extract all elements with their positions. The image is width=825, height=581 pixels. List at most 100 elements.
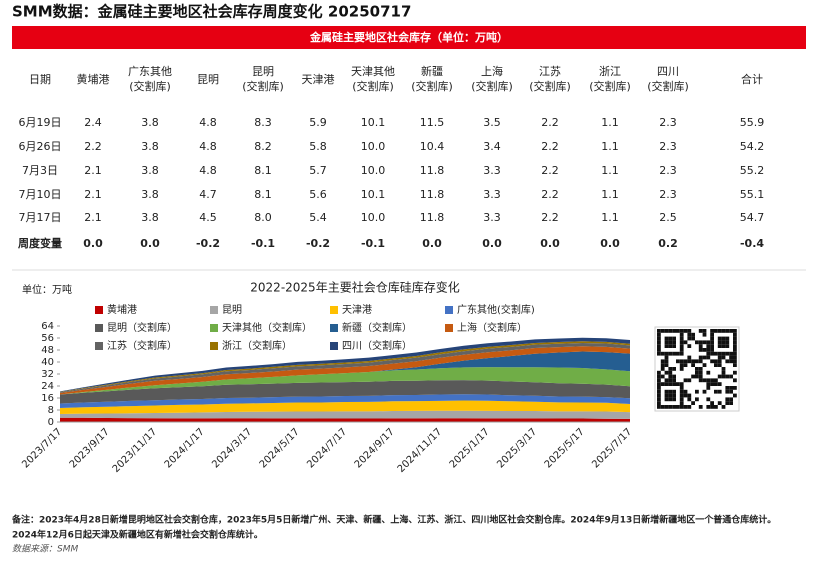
qr-cell bbox=[691, 359, 695, 364]
legend-label: 昆明 bbox=[222, 304, 242, 316]
table-cell: -0.1 bbox=[251, 237, 275, 250]
legend-swatch bbox=[330, 324, 338, 332]
qr-cell bbox=[733, 359, 737, 364]
qr-cell bbox=[721, 340, 726, 345]
table-cell: 2.3 bbox=[659, 116, 677, 129]
qr-cell bbox=[698, 359, 703, 364]
qr-cell bbox=[710, 332, 714, 337]
qr-cell bbox=[672, 367, 676, 371]
qr-cell bbox=[679, 405, 684, 409]
qr-cell bbox=[717, 382, 722, 386]
qr-cell bbox=[695, 359, 699, 364]
qr-cell bbox=[714, 363, 718, 367]
qr-cell bbox=[717, 344, 722, 348]
y-tick-label: 48 bbox=[41, 345, 54, 356]
y-tick-label: 40 bbox=[41, 357, 54, 368]
qr-cell bbox=[729, 374, 733, 379]
qr-cell bbox=[721, 344, 726, 348]
qr-cell bbox=[695, 370, 699, 375]
qr-cell bbox=[657, 401, 661, 405]
qr-cell bbox=[657, 386, 661, 390]
qr-cell bbox=[714, 351, 718, 356]
table-cell: 10.0 bbox=[361, 140, 386, 153]
qr-cell bbox=[714, 329, 718, 333]
legend-label: 黄埔港 bbox=[107, 303, 137, 316]
qr-cell bbox=[687, 336, 692, 341]
qr-cell bbox=[687, 378, 692, 383]
table-cell: 3.3 bbox=[483, 164, 501, 177]
qr-cell bbox=[717, 363, 722, 367]
area bbox=[60, 400, 630, 415]
legend-swatch bbox=[330, 342, 338, 350]
table-cell: 0.0 bbox=[540, 237, 560, 250]
qr-cell bbox=[702, 355, 707, 360]
table-cell: 1.1 bbox=[601, 188, 619, 201]
qr-cell bbox=[687, 332, 692, 337]
qr-cell bbox=[710, 344, 714, 348]
qr-cell bbox=[676, 405, 680, 409]
table-cell: 5.4 bbox=[309, 211, 327, 224]
table-cell: 1.1 bbox=[601, 116, 619, 129]
qr-cell bbox=[706, 340, 711, 345]
qr-cell bbox=[657, 397, 661, 402]
qr-cell bbox=[717, 351, 722, 356]
unit-label: 单位：万吨 bbox=[22, 283, 72, 296]
table-cell: 55.1 bbox=[740, 188, 765, 201]
table-cell: 5.8 bbox=[309, 140, 327, 153]
y-tick-label: 32 bbox=[41, 369, 54, 380]
qr-cell bbox=[721, 336, 726, 341]
qr-cell bbox=[672, 389, 676, 394]
legend-swatch bbox=[95, 306, 103, 314]
qr-cell bbox=[679, 389, 684, 394]
source: 数据来源：SMM bbox=[12, 544, 78, 555]
qr-cell bbox=[664, 382, 669, 386]
qr-cell bbox=[733, 386, 737, 390]
qr-cell bbox=[725, 344, 730, 348]
note: 备注：2023年4月28日新增昆明地区社会交割仓库，2023年5月5日新增广州、… bbox=[11, 514, 776, 526]
qr-cell bbox=[695, 367, 699, 371]
qr-cell bbox=[664, 397, 669, 402]
table-cell: 2.2 bbox=[541, 211, 559, 224]
qr-cell bbox=[679, 367, 684, 371]
qr-cell bbox=[668, 374, 673, 379]
qr-cell bbox=[695, 340, 699, 345]
qr-cell bbox=[691, 363, 695, 367]
qr-cell bbox=[714, 359, 718, 364]
column-header: 上海 bbox=[481, 64, 503, 78]
qr-cell bbox=[721, 355, 726, 360]
qr-cell bbox=[664, 336, 669, 341]
qr-cell bbox=[660, 351, 665, 356]
table-cell: 8.3 bbox=[254, 116, 272, 129]
column-header: 四川 bbox=[657, 65, 679, 78]
column-header: (交割库) bbox=[589, 79, 631, 93]
table-cell: 4.8 bbox=[199, 164, 217, 177]
table-cell: 54.7 bbox=[740, 211, 765, 224]
qr-cell bbox=[672, 336, 676, 341]
legend-swatch bbox=[95, 324, 103, 332]
qr-cell bbox=[672, 405, 676, 409]
table-cell: 0.0 bbox=[482, 237, 502, 250]
table-cell: 0.2 bbox=[658, 237, 678, 250]
legend-swatch bbox=[210, 324, 218, 332]
y-tick-label: 64 bbox=[41, 321, 54, 332]
qr-cell bbox=[687, 355, 692, 360]
qr-cell bbox=[657, 382, 661, 386]
qr-cell bbox=[657, 332, 661, 337]
qr-cell bbox=[679, 393, 684, 398]
qr-cell bbox=[657, 348, 661, 352]
qr-cell bbox=[668, 344, 673, 348]
qr-cell bbox=[721, 374, 726, 379]
legend-label: 上海（交割库） bbox=[457, 321, 527, 334]
legend-label: 四川（交割库） bbox=[342, 339, 412, 352]
qr-cell bbox=[691, 401, 695, 405]
y-tick-label: 16 bbox=[41, 393, 54, 404]
qr-cell bbox=[710, 351, 714, 356]
page-title: SMM数据：金属硅主要地区社会库存周度变化 20250717 bbox=[12, 3, 411, 21]
table-cell: -0.2 bbox=[196, 237, 220, 250]
qr-cell bbox=[706, 344, 711, 348]
qr-cell bbox=[657, 370, 661, 375]
qr-cell bbox=[698, 348, 703, 352]
qr-cell bbox=[710, 348, 714, 352]
table-cell: 0.0 bbox=[140, 237, 160, 250]
